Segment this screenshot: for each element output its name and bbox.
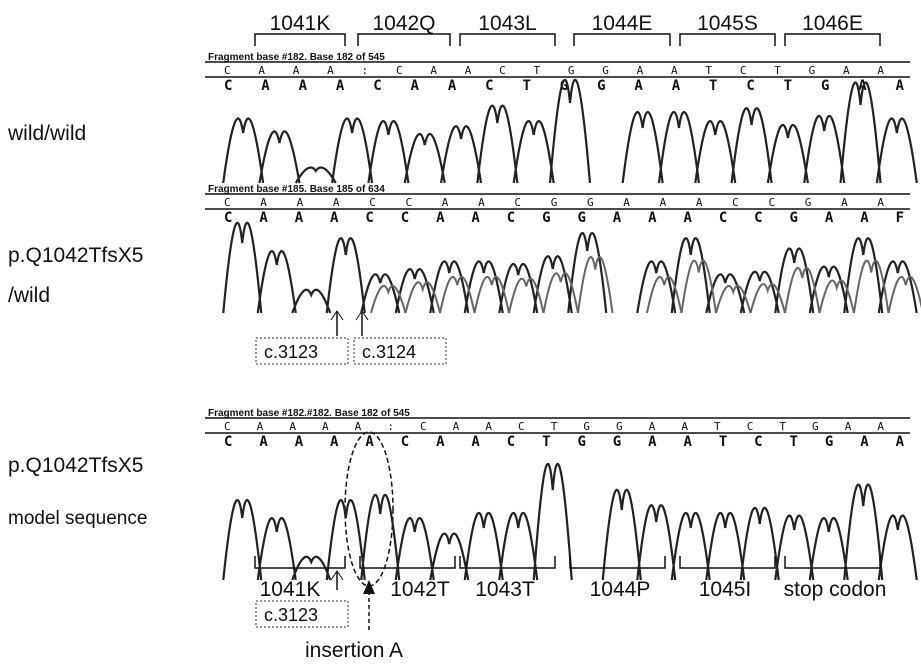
- bracket: [785, 34, 880, 46]
- insertion-label: insertion A: [305, 639, 403, 662]
- bracket: [460, 556, 555, 568]
- bracket: [255, 34, 345, 46]
- bracket: [680, 556, 775, 568]
- insertion-ellipse: [345, 432, 393, 586]
- bracket: [460, 34, 555, 46]
- bases: CAAACCAACGGAAACCGAAF: [224, 210, 904, 226]
- codon-label: 1044P: [590, 578, 651, 601]
- panel-label: wild/wild: [7, 122, 86, 145]
- box-label: c.3124: [362, 342, 416, 362]
- codon-label: 1045I: [699, 578, 752, 601]
- codon-label: 1046E: [802, 12, 863, 35]
- codon-label: 1043L: [478, 12, 536, 35]
- codon-label: 1042Q: [372, 12, 435, 35]
- bases: CAAAA:CAACTGGAATCTGAA: [224, 420, 884, 433]
- chromatogram-overlay: [371, 257, 921, 313]
- codon-label: stop codon: [784, 578, 887, 601]
- bracket: [570, 556, 665, 568]
- codon-label: 1042T: [390, 578, 450, 601]
- bracket: [574, 34, 670, 46]
- bracket: [680, 34, 775, 46]
- panel-label: /wild: [8, 284, 50, 307]
- codon-label: 1041K: [260, 578, 321, 601]
- panel-label: model sequence: [8, 508, 147, 529]
- bases: CAAA:CAACTGGAATCTGAA: [224, 64, 884, 77]
- bases: CAAACCAACGGAAACCGAA: [224, 196, 884, 209]
- chromatogram: [223, 80, 917, 183]
- figure: wild/wild p.Q1042TfsX5 /wild p.Q1042TfsX…: [0, 0, 921, 664]
- box-label: c.3123: [264, 605, 318, 625]
- bases: CAAAACAACTGGAATCTGAA: [224, 434, 905, 450]
- arrow-head: [363, 580, 375, 594]
- panel-label: p.Q1042TfsX5: [8, 454, 143, 477]
- codon-label: 1045S: [697, 12, 758, 35]
- bracket: [785, 556, 880, 568]
- chromatogram: [223, 223, 916, 313]
- bracket: [358, 34, 450, 46]
- panel-label: p.Q1042TfsX5: [8, 244, 143, 267]
- codon-label: 1044E: [592, 12, 653, 35]
- codon-label: 1043T: [475, 578, 535, 601]
- codon-label: 1041K: [270, 12, 331, 35]
- bracket: [360, 556, 455, 568]
- box-label: c.3123: [264, 342, 318, 362]
